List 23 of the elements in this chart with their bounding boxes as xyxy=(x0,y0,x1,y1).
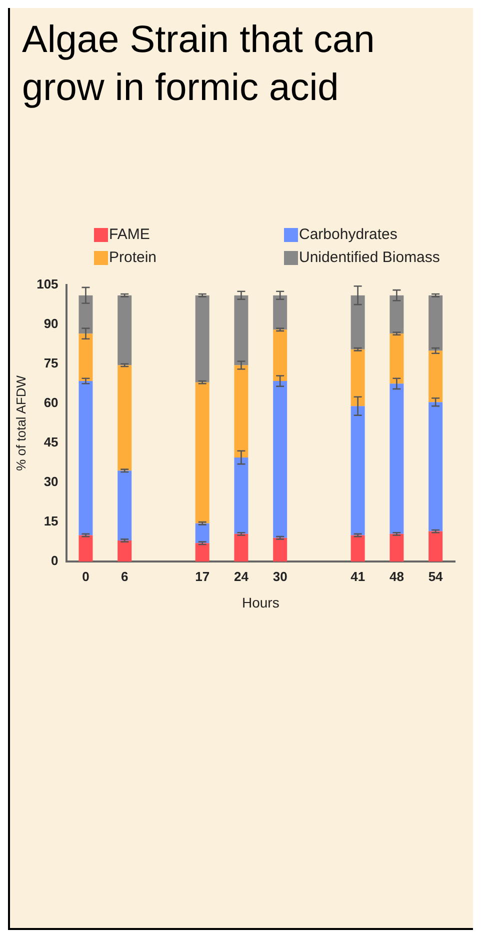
x-tick-label: 24 xyxy=(234,568,250,584)
legend-label: Protein xyxy=(109,249,157,266)
x-tick-label: 17 xyxy=(195,568,210,584)
x-tick-label: 30 xyxy=(272,568,288,584)
x-axis-title: Hours xyxy=(242,594,280,610)
legend-label: FAME xyxy=(109,226,150,243)
y-tick-label: 60 xyxy=(44,395,58,410)
x-tick-label: 6 xyxy=(120,568,128,584)
x-tick-label: 48 xyxy=(389,568,404,584)
y-tick-label: 90 xyxy=(44,316,58,331)
x-tick-label: 54 xyxy=(428,568,444,584)
legend-label: Unidentified Biomass xyxy=(299,249,440,266)
y-tick-label: 75 xyxy=(44,355,58,370)
chart-title: Algae Strain that can grow in formic acid xyxy=(21,18,376,111)
x-tick-label: 0 xyxy=(82,568,90,584)
y-tick-label: 15 xyxy=(44,514,58,529)
y-tick-label: 0 xyxy=(51,553,58,568)
y-tick-label: 105 xyxy=(36,276,58,292)
y-tick-label: 30 xyxy=(44,474,58,490)
y-tick-label: 45 xyxy=(44,434,58,450)
x-tick-label: 41 xyxy=(350,568,366,584)
y-axis-title: % of total AFDW xyxy=(13,374,28,471)
legend-label: Carbohydrates xyxy=(299,226,398,243)
